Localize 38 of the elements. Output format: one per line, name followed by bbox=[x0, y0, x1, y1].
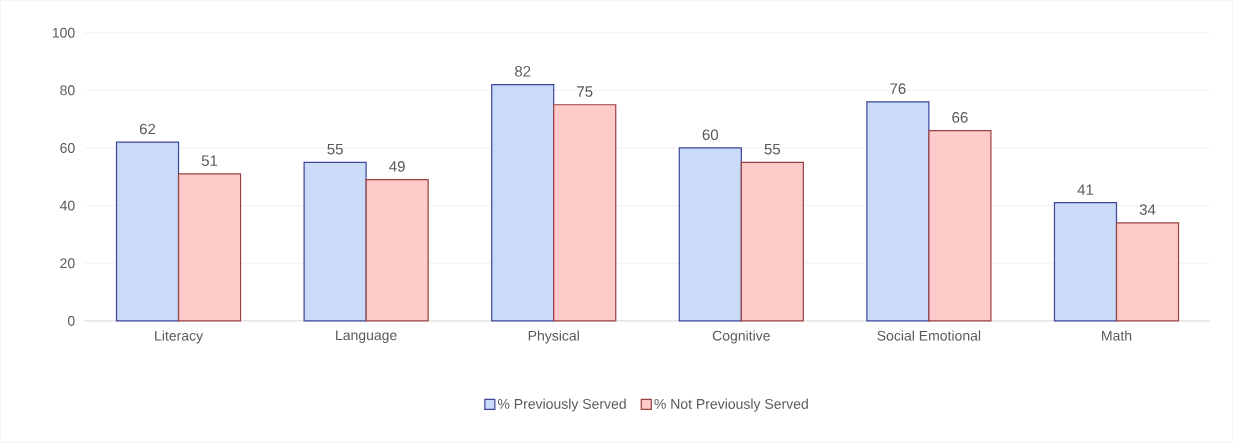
bar bbox=[553, 104, 617, 322]
data-label: 51 bbox=[201, 155, 218, 167]
legend-label: % Previously Served bbox=[497, 398, 626, 412]
x-tick-label: Physical bbox=[528, 330, 579, 344]
y-tick-label: 60 bbox=[60, 143, 75, 154]
bar bbox=[115, 141, 180, 322]
bar bbox=[740, 161, 804, 322]
data-label: 82 bbox=[515, 66, 531, 77]
bar bbox=[1053, 202, 1118, 322]
y-tick-label: 0 bbox=[67, 316, 75, 326]
bar bbox=[177, 173, 242, 322]
bar bbox=[491, 84, 555, 322]
y-tick-label: 20 bbox=[60, 258, 75, 269]
y-tick-label: 100 bbox=[52, 27, 75, 38]
x-tick-label: Literacy bbox=[155, 330, 204, 344]
data-label: 75 bbox=[577, 86, 593, 97]
data-label: 49 bbox=[389, 161, 405, 172]
x-tick-label: Cognitive bbox=[712, 330, 770, 344]
x-tick-label: Language bbox=[336, 330, 397, 344]
data-label: 34 bbox=[1139, 204, 1156, 216]
data-label: 60 bbox=[702, 129, 719, 141]
data-label: 41 bbox=[1077, 184, 1094, 195]
data-label: 55 bbox=[327, 144, 343, 155]
y-tick-label: 40 bbox=[59, 200, 75, 211]
bar bbox=[866, 101, 930, 322]
data-label: 62 bbox=[139, 123, 156, 135]
y-tick-label: 80 bbox=[60, 85, 75, 96]
data-label: 66 bbox=[952, 112, 968, 123]
legend-label: % Not Previously Served bbox=[654, 398, 808, 412]
x-tick-label: Math bbox=[1102, 330, 1132, 341]
bar bbox=[678, 147, 742, 322]
x-tick-label: Social Emotional bbox=[877, 330, 981, 341]
bar bbox=[303, 161, 367, 322]
bar bbox=[1115, 222, 1180, 322]
data-label: 76 bbox=[890, 83, 906, 95]
data-label: 55 bbox=[764, 144, 781, 155]
bar bbox=[365, 179, 429, 322]
bar bbox=[928, 130, 992, 322]
